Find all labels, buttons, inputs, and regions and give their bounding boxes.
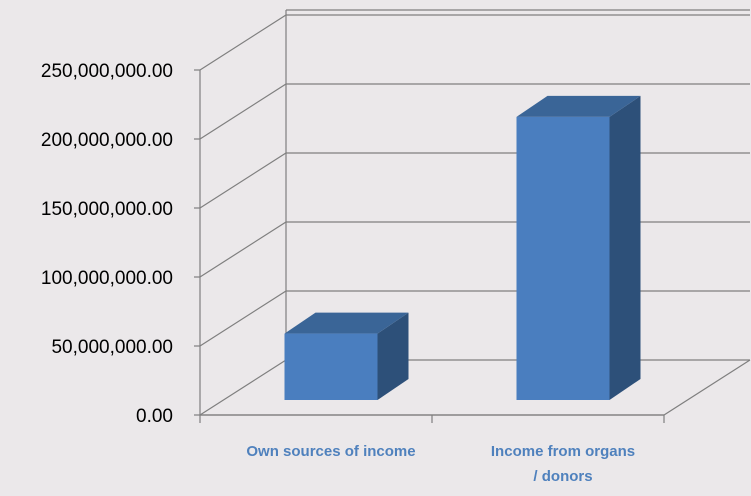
axes	[194, 10, 665, 423]
y-tick-label-3: 150,000,000.00	[41, 199, 173, 220]
bar-1-top	[516, 95, 641, 117]
y-tick-label-0: 0.00	[136, 406, 173, 427]
bars	[284, 95, 641, 401]
bar-0-front	[284, 333, 378, 400]
gridline-5	[199, 14, 750, 71]
y-tick-labels: 0.00 50,000,000.00 100,000,000.00 150,000,0…	[41, 61, 173, 427]
bar-0-top	[284, 312, 409, 334]
gridline-0	[199, 359, 750, 416]
bar-0	[284, 312, 409, 400]
bar-1-front	[516, 116, 610, 401]
y-tick-label-1: 50,000,000.00	[51, 337, 173, 358]
bar-1-side	[609, 95, 641, 401]
bar-0-side	[377, 312, 409, 400]
x-tick-labels: Own sources of income Income from organs /…	[246, 443, 635, 485]
gridline-1	[199, 290, 750, 347]
gridline-4	[199, 83, 750, 140]
x-tick-label-0: Own sources of income	[246, 443, 415, 460]
x-tick-label-1-line-1: / donors	[533, 468, 592, 485]
floor-outline	[200, 359, 751, 416]
x-tick-label-1-line-0: Income from organs	[491, 443, 635, 460]
chart-walls	[200, 359, 751, 416]
y-tick-label-4: 200,000,000.00	[41, 130, 173, 151]
gridlines	[199, 9, 750, 416]
y-tick-label-2: 100,000,000.00	[41, 268, 173, 289]
gridline-2	[199, 221, 750, 278]
y-tick-label-5: 250,000,000.00	[41, 61, 173, 82]
bar-1	[516, 95, 641, 401]
gridline-3	[199, 152, 750, 209]
